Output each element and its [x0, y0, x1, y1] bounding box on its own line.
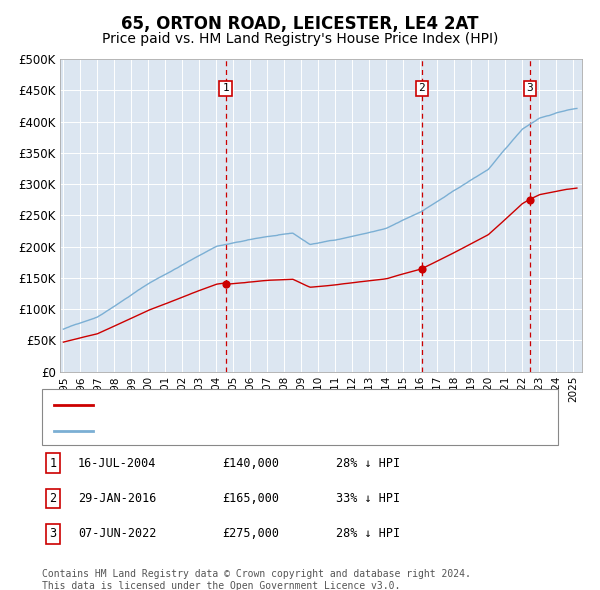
Text: £140,000: £140,000 — [222, 457, 279, 470]
Text: 29-JAN-2016: 29-JAN-2016 — [78, 492, 157, 505]
Text: HPI: Average price, detached house, Leicester: HPI: Average price, detached house, Leic… — [102, 427, 406, 437]
Text: Contains HM Land Registry data © Crown copyright and database right 2024.
This d: Contains HM Land Registry data © Crown c… — [42, 569, 471, 590]
Text: Price paid vs. HM Land Registry's House Price Index (HPI): Price paid vs. HM Land Registry's House … — [102, 32, 498, 47]
Text: 16-JUL-2004: 16-JUL-2004 — [78, 457, 157, 470]
Text: 2: 2 — [49, 492, 56, 505]
Point — [525, 195, 535, 205]
Text: 28% ↓ HPI: 28% ↓ HPI — [336, 527, 400, 540]
Point — [417, 264, 427, 273]
Text: 3: 3 — [527, 83, 533, 93]
Text: 1: 1 — [222, 83, 229, 93]
Text: 1: 1 — [49, 457, 56, 470]
Text: 2: 2 — [418, 83, 425, 93]
Text: £165,000: £165,000 — [222, 492, 279, 505]
Point — [221, 280, 230, 289]
Text: 28% ↓ HPI: 28% ↓ HPI — [336, 457, 400, 470]
Text: 65, ORTON ROAD, LEICESTER, LE4 2AT: 65, ORTON ROAD, LEICESTER, LE4 2AT — [121, 15, 479, 33]
Text: 07-JUN-2022: 07-JUN-2022 — [78, 527, 157, 540]
Text: 33% ↓ HPI: 33% ↓ HPI — [336, 492, 400, 505]
Text: £275,000: £275,000 — [222, 527, 279, 540]
Text: 65, ORTON ROAD, LEICESTER, LE4 2AT (detached house): 65, ORTON ROAD, LEICESTER, LE4 2AT (deta… — [102, 400, 446, 410]
Text: 3: 3 — [49, 527, 56, 540]
